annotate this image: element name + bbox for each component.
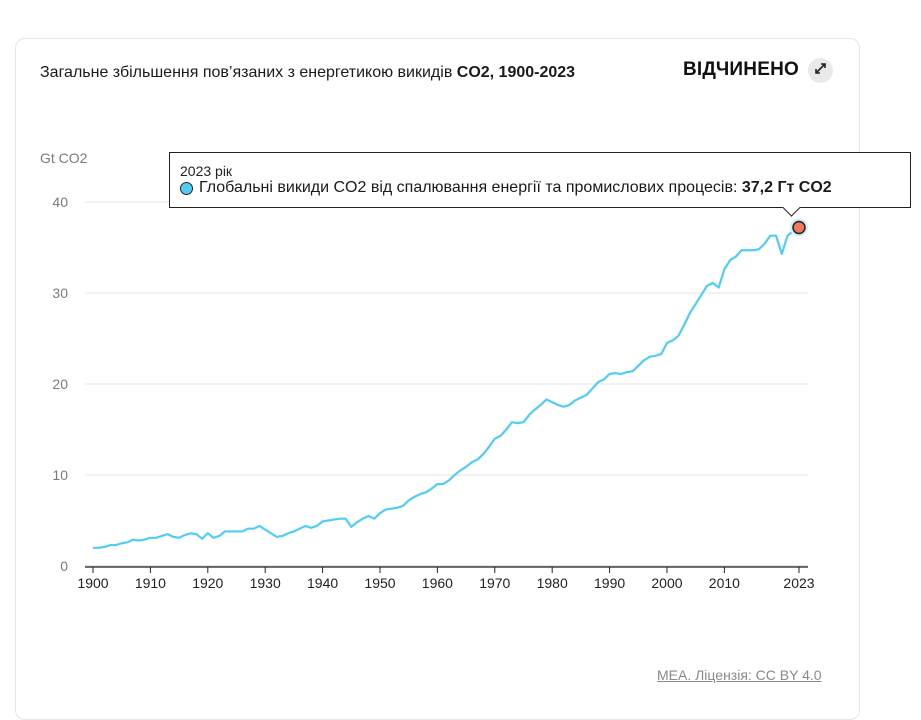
- x-tick-label: 1940: [307, 575, 338, 591]
- y-tick-label: 10: [52, 467, 68, 483]
- y-tick-label: 40: [52, 194, 68, 210]
- highlight-point: [790, 218, 808, 237]
- x-tick-label: 2023: [783, 575, 814, 591]
- x-tick-label: 1960: [422, 575, 453, 591]
- chart-title-regular: Загальне збільшення пов’язаних з енергет…: [40, 64, 457, 81]
- grid-lines: [85, 201, 808, 567]
- y-axis-title: Gt CO2: [40, 150, 88, 166]
- tooltip-series-text: Глобальні викиди CO2 від спалювання енер…: [199, 179, 832, 197]
- x-tick-label: 1990: [594, 575, 625, 591]
- x-tick-label: 2000: [651, 575, 682, 591]
- chart-card: [15, 38, 860, 720]
- x-tick-label: 2010: [709, 575, 740, 591]
- series-line-global-co2[interactable]: [93, 226, 800, 549]
- x-axis: 1900 1910 1920 1930 1940 1950 1960 1970 1980 1990…: [77, 566, 815, 591]
- tooltip-series-label: Глобальні викиди CO2 від спалювання енер…: [199, 179, 738, 196]
- source-link[interactable]: МЕА. Ліцензія: CC BY 4.0: [657, 667, 822, 683]
- chart-title-bold: CO2, 1900-2023: [456, 64, 576, 81]
- chart-title: Загальне збільшення пов’язаних з енергет…: [40, 60, 600, 85]
- y-tick-label: 30: [52, 285, 68, 301]
- x-tick-label: 1910: [135, 575, 166, 591]
- tooltip-value: 37,2 Гт CO2: [741, 179, 832, 196]
- x-tick-label: 1900: [77, 575, 108, 591]
- x-tick-label: 1930: [250, 575, 281, 591]
- highlight-marker[interactable]: [792, 220, 806, 235]
- x-tick-label: 1920: [192, 575, 223, 591]
- x-tick-label: 1970: [479, 575, 510, 591]
- open-label[interactable]: ВІДЧИНЕНО: [683, 59, 799, 80]
- y-tick-label: 0: [60, 558, 68, 574]
- tooltip-year: 2023 рік: [180, 163, 233, 179]
- line-chart[interactable]: 0 10 20 30 40 Gt CO2 1900 1910 1920 1930 1940 195…: [0, 0, 921, 690]
- expand-arrows-icon: [814, 62, 827, 80]
- x-tick-label: 1950: [364, 575, 395, 591]
- tooltip: 2023 рік Глобальні викиди CO2 від спалюв…: [169, 152, 911, 217]
- tooltip-series-marker: [180, 182, 193, 195]
- y-tick-label: 20: [52, 376, 68, 392]
- y-axis-labels: 0 10 20 30 40: [52, 194, 68, 574]
- x-tick-label: 1980: [537, 575, 568, 591]
- expand-button[interactable]: [808, 58, 833, 83]
